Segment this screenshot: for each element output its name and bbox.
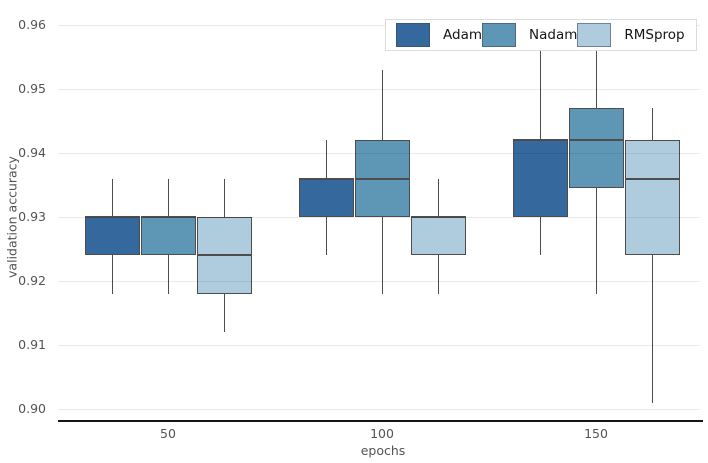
x-axis-line (58, 420, 703, 422)
boxplot-median-nadam-50 (140, 216, 196, 218)
y-tick-label: 0.93 (18, 209, 46, 224)
x-tick-label: 150 (584, 426, 608, 441)
boxplot-box-nadam-50 (140, 217, 196, 256)
boxplot-box-adam-100 (298, 178, 354, 217)
legend-item-nadam[interactable]: Nadam (482, 23, 577, 47)
gridline-y (58, 25, 700, 26)
boxplot-box-rmsprop-150 (624, 140, 680, 256)
boxplot-median-nadam-150 (568, 139, 624, 142)
boxplot-median-rmsprop-150 (624, 177, 680, 180)
boxplot-median-adam-100 (298, 177, 354, 180)
y-tick-label: 0.92 (18, 273, 46, 288)
boxplot-median-adam-50 (84, 216, 140, 218)
y-tick-label: 0.90 (18, 401, 46, 416)
boxplot-box-adam-150 (512, 140, 568, 217)
adam-color-swatch (396, 23, 430, 47)
legend-label: Adam (443, 27, 482, 43)
boxplot-median-nadam-100 (354, 177, 410, 180)
y-tick-label: 0.94 (18, 145, 46, 160)
gridline-y (58, 409, 700, 410)
gridline-y (58, 89, 700, 90)
gridline-y (58, 217, 700, 218)
y-tick-label: 0.95 (18, 81, 46, 96)
boxplot-box-nadam-150 (568, 108, 624, 189)
y-tick-label: 0.91 (18, 337, 46, 352)
y-tick-label: 0.96 (18, 17, 46, 32)
x-axis-title: epochs (360, 443, 406, 458)
legend-item-rmsprop[interactable]: RMSprop (577, 23, 685, 47)
legend-item-adam[interactable]: Adam (396, 23, 482, 47)
gridline-y (58, 281, 700, 282)
gridline-y (58, 345, 700, 346)
boxplot-box-rmsprop-100 (410, 217, 466, 256)
boxplot-median-rmsprop-100 (410, 216, 466, 218)
legend-label: Nadam (529, 27, 578, 43)
legend-label: RMSprop (624, 27, 685, 43)
rmsprop-color-swatch (577, 23, 612, 47)
boxplot-median-rmsprop-50 (196, 254, 252, 257)
legend: Adam Nadam RMSprop (385, 19, 697, 51)
boxplot-whisker-rmsprop-150 (651, 108, 653, 403)
boxplot-median-adam-150 (512, 139, 568, 142)
nadam-color-swatch (482, 23, 516, 47)
boxplot-box-adam-50 (84, 217, 140, 256)
x-tick-label: 50 (160, 426, 176, 441)
x-tick-label: 100 (370, 426, 394, 441)
gridline-y (58, 153, 700, 154)
